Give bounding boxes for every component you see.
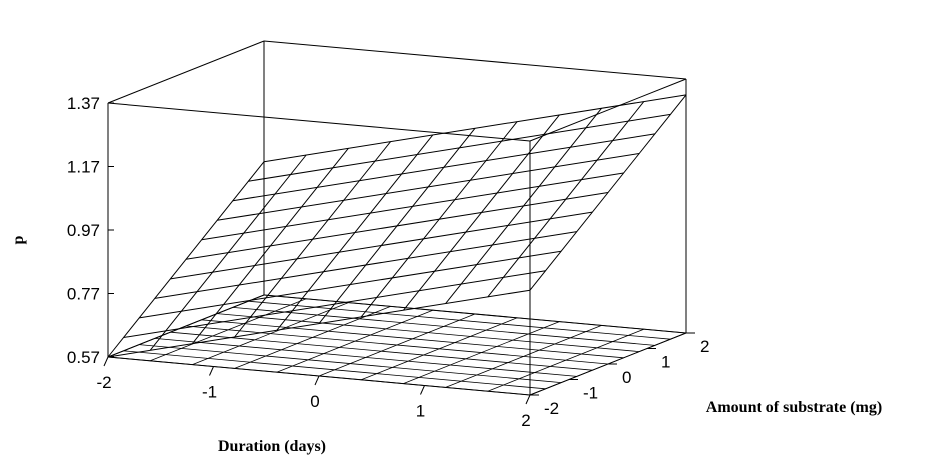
box-edge-top-right <box>529 78 687 142</box>
floor-grid-line <box>403 321 560 384</box>
surface-grid-line <box>201 172 624 241</box>
surface-grid-line <box>217 153 640 221</box>
surface-grid-line <box>360 121 518 318</box>
x-tick-label: 0 <box>310 392 319 411</box>
x-tick-mark <box>314 375 320 386</box>
x-tick-mark <box>209 366 214 376</box>
surface-grid-line <box>263 94 687 163</box>
floor-projection-mesh <box>107 294 687 396</box>
floor-grid-line <box>232 307 655 346</box>
floor-grid-line <box>487 328 644 392</box>
surface-grid-line <box>487 101 645 298</box>
box-edge-bottom-back <box>263 294 687 334</box>
box-edge-top-left <box>107 40 265 104</box>
axis-ticks: 1.37 1.17 0.97 0.77 0.57 -2 -1 0 1 2 -2 -1 0 1 2 <box>67 94 710 430</box>
floor-grid-line <box>445 325 602 388</box>
z-tick-label: 1.37 <box>67 94 100 113</box>
surface-grid-line <box>403 114 560 311</box>
x-tick-mark <box>420 385 425 395</box>
floor-grid-line <box>217 313 640 352</box>
response-surface-mesh <box>107 94 687 358</box>
x-tick-label: 2 <box>521 411 530 430</box>
surface-grid-line <box>445 107 602 304</box>
floor-grid-line <box>248 300 671 340</box>
y-tick-label: 2 <box>700 337 709 356</box>
y-tick-label: -2 <box>544 399 559 418</box>
x-tick-label: -1 <box>202 383 217 402</box>
z-axis-label: p <box>10 235 27 244</box>
z-tick-label: 0.97 <box>67 221 100 240</box>
surface-grid-line <box>248 113 671 182</box>
x-tick-label: 1 <box>416 402 425 421</box>
z-tick-label: 1.17 <box>67 158 100 177</box>
box-edge-top-front <box>107 102 531 142</box>
z-tick-label: 0.77 <box>67 285 100 304</box>
x-tick-mark <box>103 356 109 367</box>
y-tick-label: 1 <box>661 353 670 372</box>
y-axis-label: Amount of substrate (mg) <box>706 399 882 416</box>
surface-grid-line <box>107 161 265 358</box>
surface-grid-line <box>232 133 655 202</box>
x-axis-label: Duration (days) <box>218 438 326 455</box>
y-tick-label: 0 <box>622 368 631 387</box>
floor-grid-line <box>201 319 624 359</box>
floor-grid-line <box>361 317 518 381</box>
x-tick-mark <box>525 394 531 405</box>
box-back-edges <box>107 40 687 295</box>
z-tick-label: 0.57 <box>67 348 100 367</box>
box-edge-top-back <box>263 40 687 80</box>
box-front-edges <box>107 79 687 396</box>
surface-grid-line <box>185 192 609 260</box>
y-tick-label: -1 <box>583 384 598 403</box>
surface-grid-line <box>529 94 687 291</box>
box-edge-bottom-left <box>107 294 265 358</box>
floor-grid-line <box>185 325 609 365</box>
x-tick-label: -2 <box>96 373 111 392</box>
